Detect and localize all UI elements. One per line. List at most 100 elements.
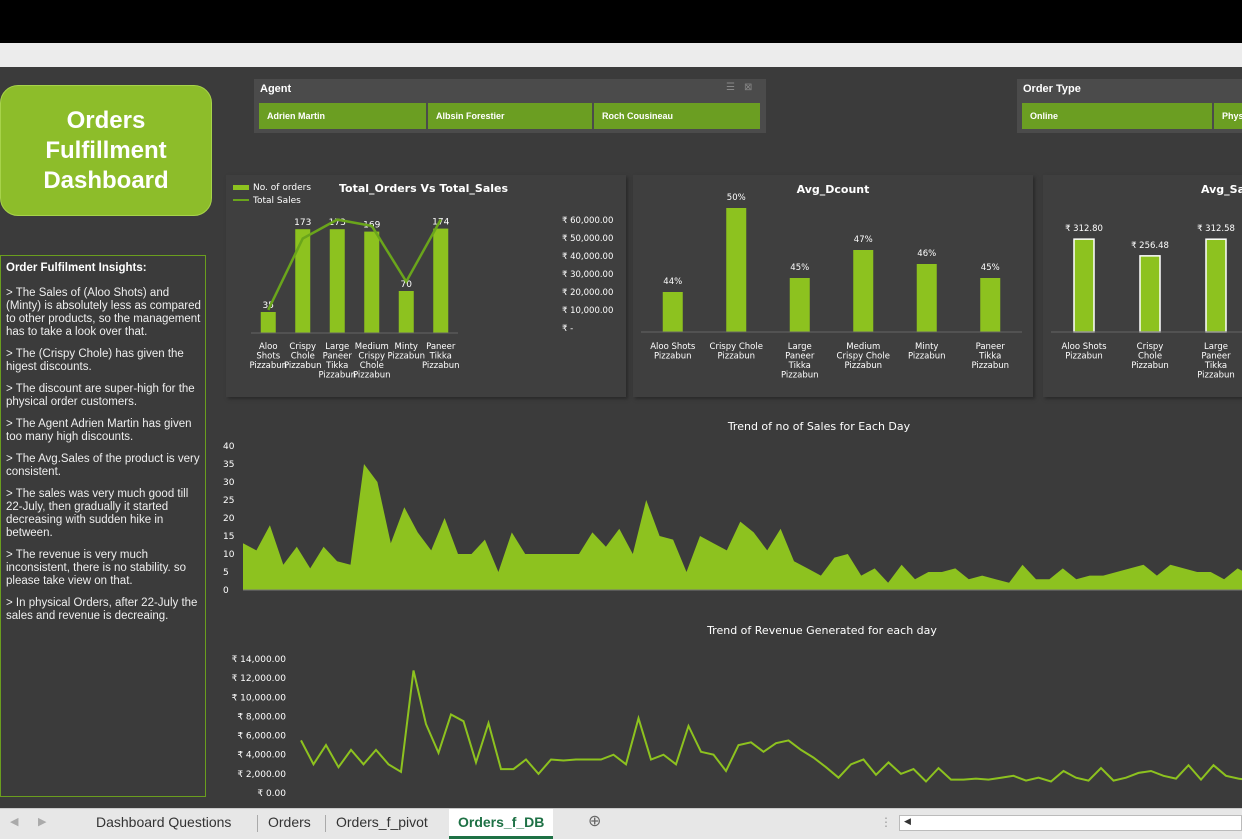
y-tick-label: ₹ 14,000.00 (232, 655, 287, 665)
clear-filter-icon[interactable]: ⊠ (744, 82, 753, 93)
y-tick-label: 30 (223, 478, 235, 488)
x-tick-label: Aloo Shots (1061, 342, 1107, 352)
bar (980, 278, 1001, 332)
tab-divider (325, 815, 326, 832)
x-tick-label: Pizzabun (971, 361, 1009, 371)
bar (364, 231, 380, 333)
x-tick-label: Pizzabun (284, 361, 322, 371)
sheet-tab-bar: ◀ ▶ Dashboard Questions Orders Orders_f_… (0, 808, 1242, 839)
data-label: 50% (727, 193, 746, 203)
window-topbar (0, 0, 1242, 43)
daily-sales-trend-panel: Trend of no of Sales for Each Day 40 35 30 2… (215, 415, 1242, 597)
data-label: 44% (663, 277, 682, 287)
y-tick-label: ₹ 0.00 (257, 789, 286, 797)
agent-slicer-item[interactable]: Roch Cousineau (592, 103, 760, 129)
data-label: 45% (981, 263, 1000, 273)
y2-tick-label: ₹ 10,000.00 (562, 306, 613, 316)
x-tick-label: Paneer (976, 342, 1006, 352)
orders-vs-sales-chart: No. of orders Total Sales Total_Orders Vs … (233, 182, 613, 381)
x-tick-label: Pizzabun (844, 361, 882, 371)
x-tick-label: Pizzabun (422, 361, 460, 371)
x-tick-label: Medium (846, 342, 880, 352)
insight-item: > The (Crispy Chole) has given the higes… (6, 348, 184, 373)
insight-item: > In physical Orders, after 22-July the … (6, 597, 198, 622)
x-tick-label: Large (788, 342, 812, 352)
insight-item: > The Avg.Sales of the product is very c… (6, 453, 200, 478)
scroll-left-arrow-icon[interactable]: ◀ (904, 816, 911, 826)
order-type-slicer-label: Order Type (1023, 83, 1081, 95)
split-handle-icon[interactable]: ⋮ (880, 815, 892, 829)
x-tick-label: Pizzabun (908, 352, 946, 362)
bar (295, 229, 311, 333)
sheet-tab[interactable]: Dashboard Questions (96, 814, 232, 830)
orders-vs-sales-panel: No. of orders Total Sales Total_Orders Vs … (226, 175, 626, 397)
x-tick-label: Pizzabun (717, 352, 755, 362)
x-tick-label: Chole (1138, 352, 1162, 362)
daily-revenue-trend-chart: Trend of Revenue Generated for each day ₹… (232, 624, 1242, 799)
y2-tick-label: ₹ 50,000.00 (562, 234, 613, 244)
y2-tick-label: ₹ 60,000.00 (562, 216, 613, 226)
insight-item: > The Sales of (Aloo Shots) and (Minty) … (6, 287, 201, 338)
revenue-line (300, 670, 1242, 783)
insights-title: Order Fulfilment Insights: (6, 262, 147, 274)
x-tick-label: Paneer (426, 342, 456, 352)
chart-title: Avg_Sa (1201, 183, 1242, 196)
bar (662, 292, 683, 332)
y-tick-label: 40 (223, 442, 235, 452)
x-tick-label: Pizzabun (1065, 352, 1103, 362)
x-tick-label: Large (1204, 342, 1228, 352)
multi-select-icon[interactable]: ☰ (726, 82, 735, 93)
agent-slicer-item[interactable]: Adrien Martin (259, 103, 426, 129)
order-type-slicer-item[interactable]: Online (1022, 103, 1212, 129)
insight-item: > The revenue is very much inconsistent,… (6, 549, 187, 587)
x-tick-label: Crispy Chole (837, 352, 890, 362)
x-tick-label: Paneer (323, 352, 353, 362)
y-tick-label: 25 (223, 496, 234, 506)
order-type-slicer-item[interactable]: Phys (1214, 103, 1242, 129)
sales-area (243, 464, 1242, 590)
bar (1139, 255, 1161, 333)
chart-title: Trend of no of Sales for Each Day (727, 420, 911, 433)
y2-tick-label: ₹ 20,000.00 (562, 288, 613, 298)
horizontal-scrollbar[interactable]: ◀ (899, 815, 1242, 831)
x-tick-label: Tikka (1204, 361, 1227, 371)
x-tick-label: Chole (360, 361, 384, 371)
sheet-tab[interactable]: Orders (268, 814, 311, 830)
x-tick-label: Pizzabun (353, 371, 391, 381)
x-tick-label: Minty (915, 342, 938, 352)
sheet-tab-active[interactable]: Orders_f_DB (449, 809, 554, 839)
legend-bar-swatch (233, 185, 249, 190)
x-tick-label: Aloo (259, 342, 278, 352)
x-tick-label: Pizzabun (387, 352, 425, 362)
y-tick-label: ₹ 10,000.00 (232, 693, 287, 703)
y-tick-label: ₹ 6,000.00 (237, 732, 286, 742)
y-tick-label: 5 (223, 568, 229, 578)
data-label: ₹ 256.48 (1131, 241, 1169, 251)
chart-title: Total_Orders Vs Total_Sales (339, 182, 508, 195)
tab-scroll-right-icon[interactable]: ▶ (38, 816, 47, 828)
avg-discount-panel: Avg_Dcount 44% Aloo Shots Pizzabun 50% Crispy… (633, 175, 1033, 397)
tab-scroll-left-icon[interactable]: ◀ (10, 816, 19, 828)
bar (853, 250, 874, 332)
chart-title: Avg_Dcount (797, 183, 870, 196)
sheet-tab[interactable]: Orders_f_pivot (336, 814, 428, 830)
data-label: ₹ 312.80 (1065, 224, 1103, 234)
data-label: 46% (917, 249, 936, 259)
x-tick-label: Crispy (289, 342, 316, 352)
y-tick-label: 10 (223, 550, 235, 560)
sales-line (267, 218, 442, 311)
y2-tick-label: ₹ 40,000.00 (562, 252, 613, 262)
legend-label: Total Sales (252, 196, 301, 206)
x-tick-label: Pizzabun (249, 361, 287, 371)
x-tick-label: Pizzabun (1131, 361, 1169, 371)
agent-slicer-item[interactable]: Albsin Forestier (426, 103, 592, 129)
x-tick-label: Chole (291, 352, 315, 362)
x-tick-label: Crispy Chole (710, 342, 763, 352)
bar (329, 229, 345, 333)
add-sheet-icon[interactable]: ⊕ (588, 813, 602, 830)
bar (260, 312, 276, 333)
dashboard-canvas: Orders Fulfillment Dashboard Order Fulfi… (0, 67, 1242, 808)
daily-revenue-trend-panel: Trend of Revenue Generated for each day ₹… (215, 619, 1242, 799)
